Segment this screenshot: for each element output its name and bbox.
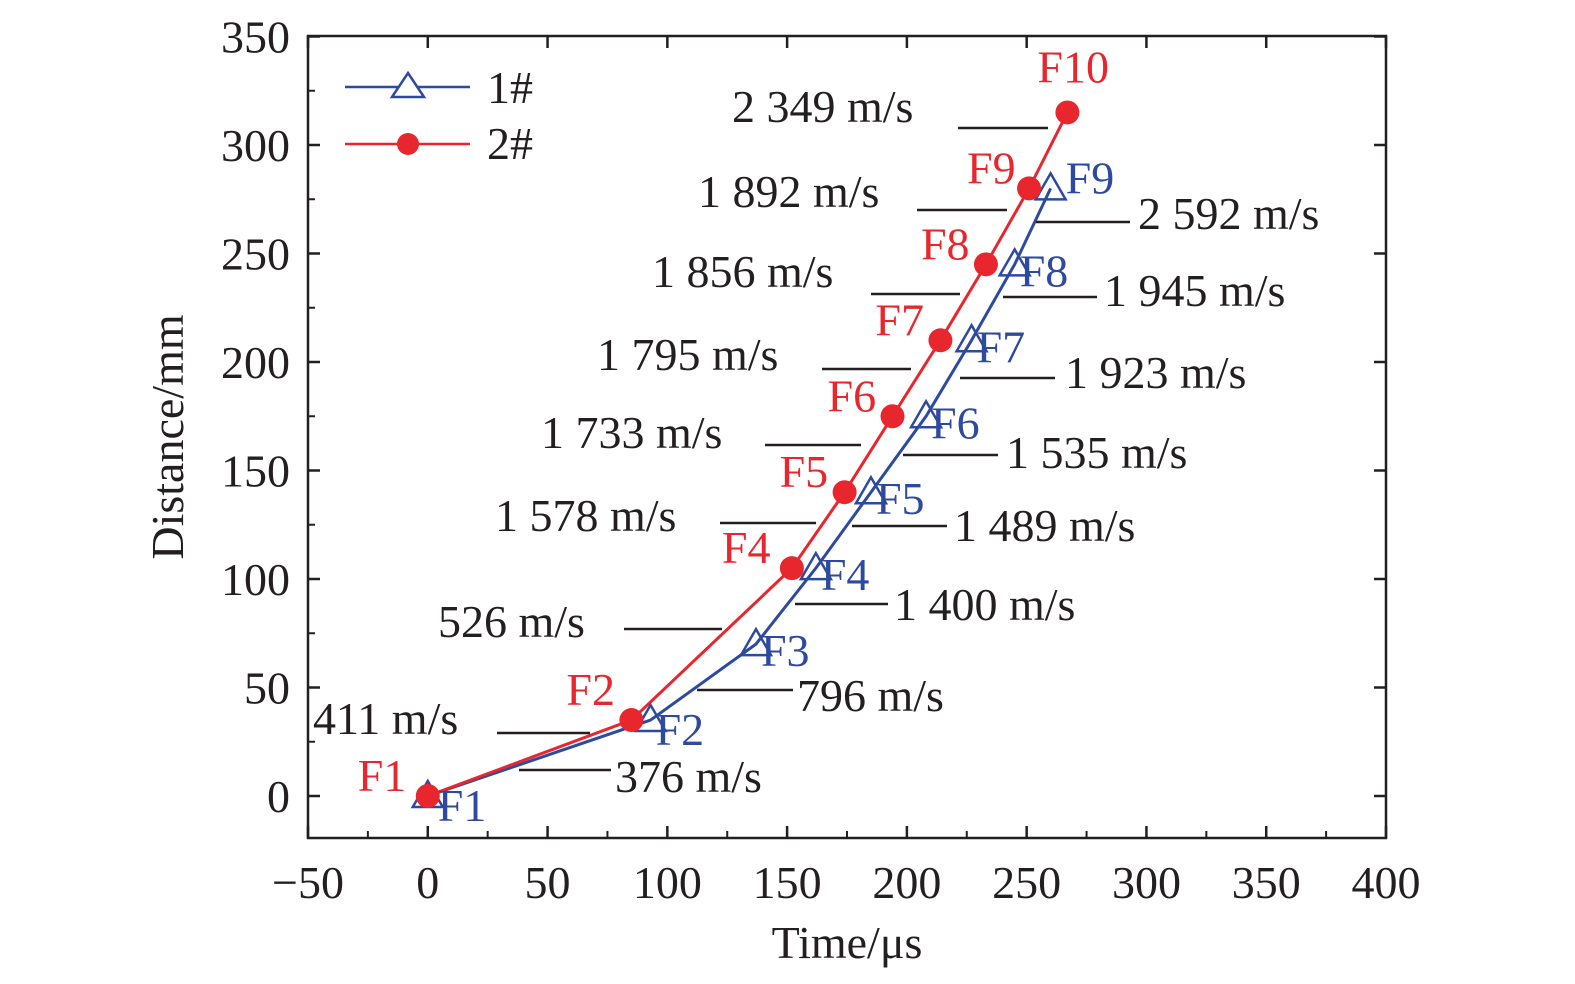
series-1-marker bbox=[997, 246, 1032, 277]
velocity-label-series-2: 411 m/s bbox=[313, 693, 458, 744]
velocity-label-series-1: 2 592 m/s bbox=[1138, 188, 1319, 239]
point-label: F6 bbox=[828, 370, 877, 421]
velocity-label-series-1: 1 945 m/s bbox=[1104, 265, 1285, 316]
velocity-label-series-1: 376 m/s bbox=[615, 751, 762, 802]
series-2-marker bbox=[619, 708, 644, 733]
point-label: F9 bbox=[967, 142, 1016, 193]
series-2-marker bbox=[832, 480, 857, 505]
velocity-label-series-2: 2 349 m/s bbox=[732, 81, 913, 132]
series-1-marker bbox=[738, 626, 774, 657]
y-tick-label: 150 bbox=[221, 446, 290, 497]
x-tick-label: 300 bbox=[1112, 857, 1181, 908]
y-tick-label: 200 bbox=[221, 337, 290, 388]
series-2-marker bbox=[973, 252, 998, 277]
y-tick-label: 100 bbox=[221, 554, 290, 605]
y-tick-label: 0 bbox=[267, 771, 290, 822]
y-tick-label: 250 bbox=[221, 229, 290, 280]
y-axis-ticks: 0 50 100 150 200 250 300 350 bbox=[221, 12, 1386, 822]
legend-circle-icon bbox=[397, 133, 419, 155]
point-label: F1 bbox=[358, 750, 407, 801]
x-tick-label: 200 bbox=[872, 857, 941, 908]
point-label: F10 bbox=[1037, 41, 1109, 92]
point-label: F8 bbox=[921, 218, 970, 269]
series-2-marker bbox=[1055, 100, 1080, 125]
y-tick-label: 50 bbox=[244, 663, 290, 714]
velocity-label-series-2: 1 856 m/s bbox=[652, 246, 833, 297]
series-1-marker bbox=[954, 322, 989, 353]
x-tick-label: 150 bbox=[753, 857, 822, 908]
velocity-label-series-2: 526 m/s bbox=[438, 596, 585, 647]
series-2-marker bbox=[415, 784, 440, 808]
point-label: F4 bbox=[821, 549, 870, 600]
series-2-marker bbox=[928, 328, 953, 353]
velocity-label-series-1: 796 m/s bbox=[797, 670, 944, 721]
x-tick-label: 0 bbox=[416, 857, 439, 908]
series-1-marker bbox=[798, 550, 834, 581]
velocity-label-series-2: 1 795 m/s bbox=[597, 329, 778, 380]
x-tick-label: −50 bbox=[272, 857, 344, 908]
velocity-annotations: 411 m/s 526 m/s 1 578 m/s 1 733 m/s 1 795 m/… bbox=[313, 81, 1319, 802]
x-axis-ticks: −50 0 50 100 150 200 250 300 350 400 bbox=[272, 36, 1421, 908]
point-label: F4 bbox=[722, 522, 771, 573]
velocity-label-series-1: 1 923 m/s bbox=[1065, 347, 1246, 398]
series-1-marker bbox=[908, 398, 944, 429]
x-tick-label: 100 bbox=[633, 857, 702, 908]
point-label: F7 bbox=[875, 294, 924, 345]
x-tick-label: 250 bbox=[992, 857, 1061, 908]
x-axis-title: Time/μs bbox=[772, 917, 923, 968]
series-1-marker bbox=[1033, 170, 1068, 201]
legend-label-1: 1# bbox=[487, 62, 533, 113]
legend: 1# 2# bbox=[345, 62, 533, 169]
point-label: F8 bbox=[1020, 245, 1069, 296]
x-tick-label: 350 bbox=[1232, 857, 1301, 908]
y-tick-label: 300 bbox=[221, 120, 290, 171]
series-2-marker bbox=[779, 556, 804, 581]
y-axis-title: Distance/mm bbox=[142, 314, 193, 559]
point-label: F2 bbox=[656, 704, 705, 755]
legend-triangle-icon bbox=[389, 70, 427, 99]
velocity-label-series-1: 1 535 m/s bbox=[1006, 427, 1187, 478]
velocity-label-series-2: 1 733 m/s bbox=[541, 407, 722, 458]
y-tick-label: 350 bbox=[221, 12, 290, 63]
point-label: F3 bbox=[761, 625, 810, 676]
x-tick-label: 50 bbox=[525, 857, 571, 908]
series-line-1 bbox=[427, 187, 1052, 798]
point-label: F1 bbox=[438, 780, 487, 831]
series-2-marker bbox=[880, 404, 905, 429]
point-label: F5 bbox=[876, 473, 925, 524]
series-1-marker bbox=[853, 474, 889, 505]
legend-label-2: 2# bbox=[487, 118, 533, 169]
point-label: F2 bbox=[566, 664, 615, 715]
point-label: F9 bbox=[1066, 152, 1115, 203]
x-tick-label: 400 bbox=[1352, 857, 1421, 908]
point-label: F5 bbox=[780, 446, 829, 497]
series-2-marker bbox=[1017, 176, 1042, 201]
velocity-label-series-2: 1 892 m/s bbox=[698, 166, 879, 217]
velocity-label-series-1: 1 489 m/s bbox=[954, 500, 1135, 551]
velocity-label-series-2: 1 578 m/s bbox=[495, 490, 676, 541]
point-label: F7 bbox=[977, 321, 1026, 372]
velocity-label-series-1: 1 400 m/s bbox=[894, 579, 1075, 630]
point-label: F6 bbox=[931, 397, 980, 448]
